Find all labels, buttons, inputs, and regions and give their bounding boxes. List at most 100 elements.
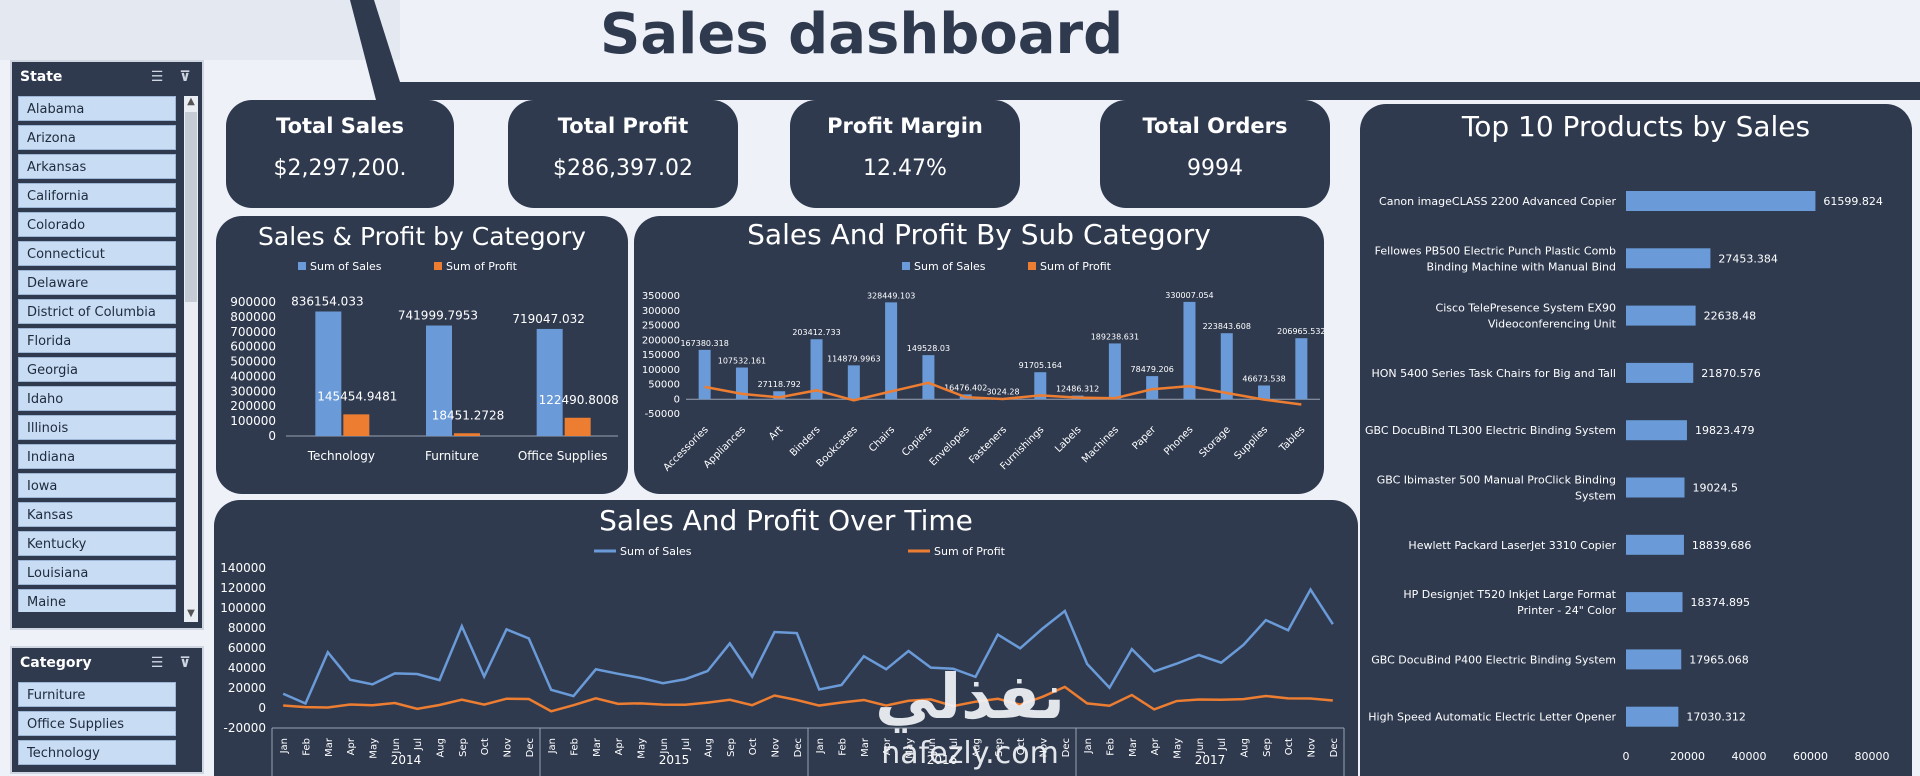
legend-label: Sum of Profit [1040,260,1112,273]
product-label: Canon imageCLASS 2200 Advanced Copier [1379,195,1616,208]
data-label: 189238.631 [1091,332,1139,341]
slicer-item[interactable]: Office Supplies [18,711,176,736]
slicer-item[interactable]: Idaho [18,386,176,411]
kpi-value: $286,397.02 [553,156,693,181]
slicer-item[interactable]: Delaware [18,270,176,295]
month-label: Sep [458,738,469,757]
x-tick-label: 40000 [1732,750,1767,763]
legend-swatch-sales [902,262,910,270]
slicer-item[interactable]: Louisiana [18,560,176,585]
category-slicer-title: Category [20,655,92,671]
data-label: 203412.733 [792,328,840,337]
data-label: 61599.824 [1823,195,1883,208]
slicer-item[interactable]: Indiana [18,444,176,469]
data-label: 17965.068 [1689,653,1749,666]
y-tick-label: 20000 [228,681,266,695]
bar-profit [343,414,370,436]
month-label: Dec [1061,738,1072,757]
bar-sales [1295,338,1308,400]
y-tick-label: 200000 [230,399,276,413]
slicer-item[interactable]: Furniture [18,682,176,707]
slicer-item[interactable]: Arizona [18,125,176,150]
x-tick-label: Technology [307,449,375,463]
x-tick-label: Art [767,424,785,442]
data-label: 3024.28 [986,387,1019,396]
y-tick-label: 100000 [642,365,680,376]
chart-title: Sales & Profit by Category [258,222,586,251]
time-chart-panel: Sales And Profit Over Time Sum of Sales S… [214,500,1358,776]
y-tick-label: 80000 [228,621,266,635]
data-label: 836154.033 [291,295,364,309]
slicer-item[interactable]: Florida [18,328,176,353]
y-tick-label: 0 [674,394,680,405]
slicer-item[interactable]: Iowa [18,473,176,498]
y-tick-label: 60000 [228,641,266,655]
x-tick-label: Tables [1277,424,1307,454]
x-tick-label: Machines [1080,424,1121,465]
product-label: HP Designjet T520 Inkjet Large Format [1403,588,1616,601]
data-label: 114879.9963 [827,354,880,363]
multi-select-icon[interactable]: ☰ [150,655,164,671]
y-tick-label: 50000 [648,380,680,391]
kpi-value: $2,297,200. [273,156,407,181]
slicer-item[interactable]: Illinois [18,415,176,440]
y-tick-label: 0 [268,429,276,443]
state-slicer-scrollbar[interactable]: ▲ ▼ [184,96,198,622]
month-label: May [1173,738,1184,759]
data-label: 18839.686 [1692,539,1752,552]
bar-profit [564,417,591,436]
month-label: Feb [1106,738,1117,756]
chart-title: Sales And Profit By Sub Category [747,218,1211,251]
month-label: Jan [1083,738,1094,754]
bar-sales [1220,333,1233,400]
bar-sales [1183,301,1196,400]
x-tick-label: Binders [788,424,823,459]
scroll-thumb[interactable] [185,112,197,302]
slicer-item[interactable]: Kentucky [18,531,176,556]
slicer-item[interactable]: Colorado [18,212,176,237]
clear-filter-icon[interactable]: ⊽ [179,655,191,671]
scroll-down-icon[interactable]: ▼ [187,608,195,619]
y-tick-label: -20000 [223,721,266,735]
y-tick-label: 800000 [230,310,276,324]
bar-sales [810,339,823,400]
month-label: Jan [279,738,290,754]
bar-sales [1626,477,1685,498]
kpi-profit-margin: Profit Margin 12.47% [790,100,1020,208]
product-label: High Speed Automatic Electric Letter Ope… [1368,711,1616,724]
month-label: Jun [1195,738,1206,755]
slicer-item[interactable]: Kansas [18,502,176,527]
x-tick-label: Accessories [662,424,711,473]
multi-select-icon[interactable]: ☰ [150,69,164,85]
category-chart: Sum of Sales Sum of Profit 900000800000700… [230,260,619,463]
clear-filter-icon[interactable]: ⊽ [179,69,191,85]
bar-sales [698,349,711,400]
data-label: 27453.384 [1718,252,1778,265]
line-profit [283,685,1333,713]
slicer-item[interactable]: Connecticut [18,241,176,266]
data-label: 223843.608 [1203,322,1251,331]
slicer-item[interactable]: Technology [18,740,176,765]
month-label: Mar [324,737,335,757]
slicer-item[interactable]: Arkansas [18,154,176,179]
data-label: 741999.7953 [398,309,478,323]
bar-sales [1146,376,1159,400]
slicer-item[interactable]: District of Columbia [18,299,176,324]
data-label: 18374.895 [1691,596,1751,609]
product-label: Hewlett Packard LaserJet 3310 Copier [1408,539,1616,552]
y-tick-label: 100000 [230,414,276,428]
data-label: 91705.164 [1019,361,1062,370]
slicer-item[interactable]: Maine [18,589,176,612]
category-slicer[interactable]: Category ☰ ⊽ Furniture Office Supplies Tec… [10,646,204,774]
slicer-item[interactable]: Alabama [18,96,176,121]
slicer-item[interactable]: California [18,183,176,208]
month-label: May [369,738,380,759]
slicer-item[interactable]: Georgia [18,357,176,382]
state-slicer[interactable]: State ☰ ⊽ Alabama Arizona Arkansas Californ… [10,60,204,630]
scroll-up-icon[interactable]: ▲ [187,96,195,107]
data-label: 18451.2728 [432,408,505,422]
bar-sales [922,355,935,400]
data-label: 46673.538 [1242,374,1285,383]
data-label: 107532.161 [718,357,766,366]
x-tick-label: Copiers [900,424,934,458]
